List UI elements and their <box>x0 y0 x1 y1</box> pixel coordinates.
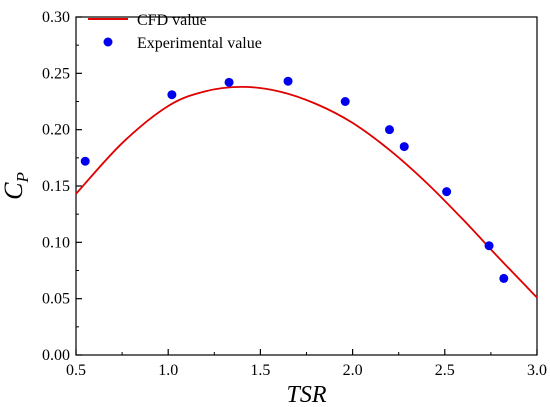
legend-experimental-label: Experimental value <box>137 35 262 52</box>
experimental-point <box>499 273 509 283</box>
x-tick-label: 3.0 <box>527 362 547 379</box>
y-tick-label: 0.25 <box>42 65 70 82</box>
experimental-point <box>484 241 494 251</box>
experimental-point <box>167 90 177 100</box>
y-tick-label: 0.15 <box>42 178 70 195</box>
plot-frame <box>75 16 538 356</box>
cfd-value-line <box>75 85 538 299</box>
y-tick-label: 0.30 <box>42 9 70 26</box>
tick-labels: 0.5 1.0 1.5 2.0 2.5 3.0 0.00 0.05 0.10 0.15 0.20 0.… <box>42 9 547 379</box>
x-tick-label: 1.0 <box>158 362 178 379</box>
experimental-point <box>80 156 90 166</box>
experimental-point <box>384 125 394 135</box>
x-axis-title: TSR <box>286 382 326 407</box>
experimental-point <box>340 97 350 106</box>
experimental-point <box>399 142 409 152</box>
x-tick-label: 1.5 <box>250 362 270 379</box>
plot-area <box>75 16 538 356</box>
y-tick-label: 0.00 <box>42 347 70 364</box>
x-tick-label: 0.5 <box>66 362 86 379</box>
y-tick-label: 0.05 <box>42 291 70 308</box>
legend-cfd-label: CFD value <box>137 12 207 29</box>
series-layer <box>75 76 538 299</box>
x-tick-label: 2.5 <box>435 362 455 379</box>
experimental-point <box>442 187 452 197</box>
x-tick-label: 2.0 <box>343 362 363 379</box>
experimental-point <box>283 76 293 86</box>
legend-experimental-swatch <box>103 37 113 47</box>
y-tick-label: 0.20 <box>42 122 70 139</box>
experimental-point <box>224 77 234 87</box>
y-axis-title-main: C <box>0 182 28 200</box>
y-axis-title: CP <box>0 172 32 200</box>
axis-ticks <box>75 16 538 356</box>
y-axis-title-subscript: P <box>13 172 32 183</box>
y-tick-label: 0.10 <box>42 234 70 251</box>
legend: CFD value Experimental value <box>88 12 262 52</box>
